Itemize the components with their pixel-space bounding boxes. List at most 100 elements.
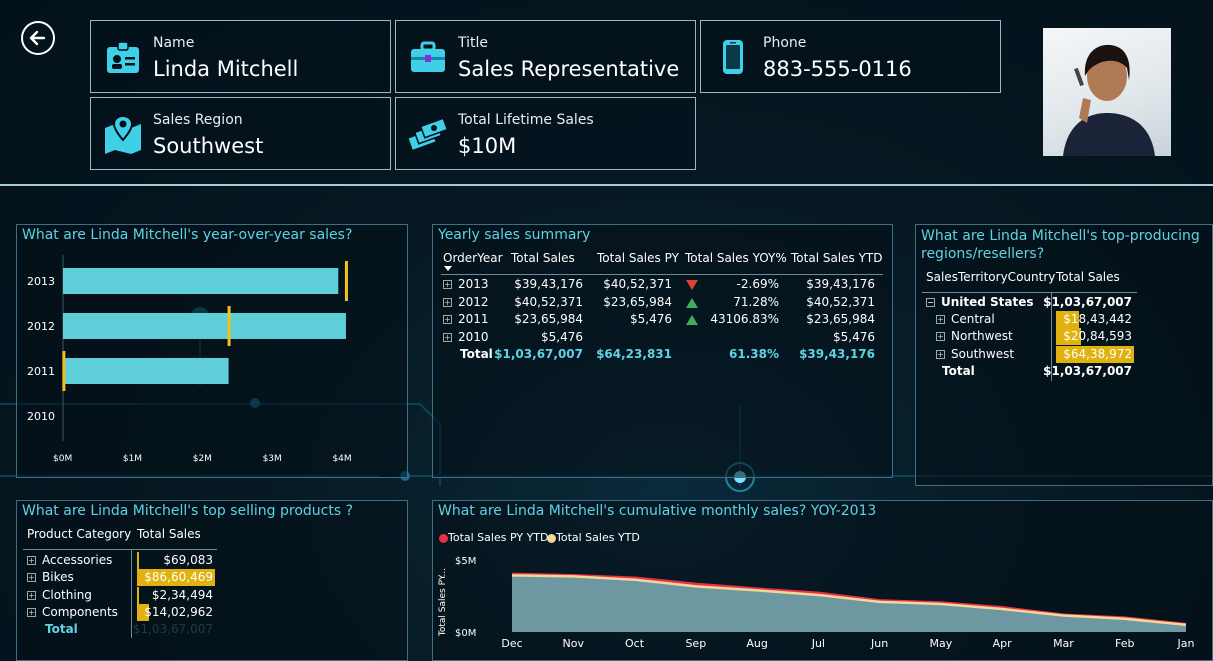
x-tick-label: $1M: [123, 454, 142, 464]
x-tick-label: Mar: [1053, 637, 1074, 650]
product-value: $2,34,494: [151, 587, 213, 602]
cell-yoy: 61.38%: [729, 347, 779, 361]
area-ytd: [512, 575, 1186, 632]
col-total-sales-py[interactable]: Total Sales PY: [597, 251, 679, 265]
regions-title: What are Linda Mitchell's top-producing …: [921, 228, 1200, 262]
title-value: Sales Representative: [458, 57, 680, 81]
cumulative-area-chart: $5M $0M Dec Nov Oct Sep Aug Jul Jun May Apr Mar Feb J…: [455, 556, 1195, 650]
expand-icon[interactable]: +: [443, 297, 452, 307]
product-value: $69,083: [163, 553, 213, 567]
bar[interactable]: [63, 268, 339, 294]
cell-sales: $1,03,67,007: [494, 347, 583, 361]
cell-sales: $5,476: [541, 329, 583, 344]
col-total-sales-ytd[interactable]: Total Sales YTD: [791, 251, 883, 265]
title-card: Title Sales Representative: [395, 20, 696, 93]
bar[interactable]: [63, 313, 346, 339]
back-button[interactable]: [21, 21, 55, 55]
expand-icon[interactable]: +: [27, 573, 36, 583]
x-tick-label: $0M: [53, 454, 72, 464]
trend-down-icon: [686, 280, 698, 290]
cell-py: $40,52,371: [603, 277, 672, 291]
expand-icon[interactable]: +: [443, 315, 452, 324]
legend-py-ytd[interactable]: Total Sales PY YTD: [439, 531, 548, 544]
name-card: Name Linda Mitchell: [90, 20, 391, 93]
name-label: Name: [153, 35, 195, 51]
legend-dot-icon: [439, 533, 448, 543]
expand-icon[interactable]: +: [27, 607, 36, 617]
regions-col-rule: [1051, 293, 1052, 381]
product-value: $14,02,962: [144, 604, 213, 619]
sales-region-card: Sales Region Southwest: [90, 97, 391, 170]
cell-yoy: 71.28%: [733, 294, 779, 309]
lifetime-sales-card: Total Lifetime Sales $10M: [395, 97, 696, 170]
cell-sales: $23,65,984: [514, 312, 583, 326]
lifetime-sales-label: Total Lifetime Sales: [458, 112, 594, 128]
col-product-category[interactable]: Product Category: [27, 527, 132, 541]
yoy-bar-chart: 2013 2012 2011 2010 $0M $1M $2M $3M $4M: [27, 255, 352, 464]
sales-region-label: Sales Region: [153, 112, 243, 128]
cell-sales: $40,52,371: [514, 294, 583, 309]
expand-icon[interactable]: +: [936, 315, 945, 324]
regions-header-rule: [922, 292, 1137, 293]
cell-ytd: $39,43,176: [806, 277, 875, 291]
region-label: − United States: [926, 295, 1034, 309]
x-tick-label: Feb: [1115, 637, 1134, 650]
col-region-total-sales[interactable]: Total Sales: [1056, 270, 1120, 284]
legend-dot-icon: [547, 533, 556, 543]
title-label: Title: [458, 35, 489, 51]
products-col-rule: [131, 550, 132, 638]
y-tick-label: $0M: [455, 628, 476, 639]
cell-py: $64,23,831: [596, 347, 672, 361]
row-year: +2012: [443, 294, 489, 309]
y-tick-label: 2013: [27, 275, 55, 288]
expand-icon[interactable]: +: [936, 332, 945, 342]
data-bar: [137, 569, 215, 587]
data-bar: [137, 603, 150, 621]
col-territory[interactable]: SalesTerritoryCountry: [926, 270, 1056, 284]
sort-down-icon: [444, 266, 452, 271]
cell-py: $5,476: [630, 312, 672, 326]
cell-ytd: $40,52,371: [806, 294, 875, 309]
row-year: +2011: [443, 312, 489, 326]
lifetime-sales-value: $10M: [458, 134, 517, 158]
expand-icon[interactable]: +: [936, 349, 945, 359]
expand-icon[interactable]: +: [443, 332, 452, 342]
yearly-summary-title: Yearly sales summary: [438, 227, 591, 243]
col-total-sales[interactable]: Total Sales: [511, 251, 575, 265]
region-value: $1,03,67,007: [1043, 295, 1132, 309]
cell-ytd: $23,65,984: [806, 312, 875, 326]
cell-yoy: 43106.83%: [710, 312, 779, 326]
sales-region-value: Southwest: [153, 134, 264, 158]
legend-ytd[interactable]: Total Sales YTD: [547, 531, 640, 544]
col-product-total-sales[interactable]: Total Sales: [137, 527, 201, 541]
phone-value: 883-555-0116: [763, 57, 912, 81]
x-tick-label: Oct: [625, 637, 645, 650]
col-orderyear[interactable]: OrderYear: [443, 251, 503, 265]
data-bar: [137, 586, 140, 604]
yoy-sales-title: What are Linda Mitchell's year-over-year…: [22, 227, 353, 243]
cumulative-title: What are Linda Mitchell's cumulative mon…: [438, 503, 877, 519]
expand-icon[interactable]: +: [443, 280, 452, 289]
data-bar: [1056, 345, 1134, 363]
cell-py: $23,65,984: [603, 294, 672, 309]
expand-icon[interactable]: +: [27, 556, 36, 565]
line-ytd[interactable]: [511, 574, 1187, 627]
collapse-icon[interactable]: −: [926, 298, 935, 307]
profile-photo: [1043, 28, 1171, 156]
region-label: + Northwest: [936, 329, 1013, 344]
data-bar: [1056, 328, 1081, 346]
col-total-sales-yoy[interactable]: Total Sales YOY%: [685, 251, 787, 265]
expand-icon[interactable]: +: [27, 590, 36, 600]
y-tick-label: $5M: [455, 556, 476, 567]
phone-card: Phone 883-555-0116: [700, 20, 1001, 93]
phone-label: Phone: [763, 35, 807, 51]
y-tick-label: 2011: [27, 365, 55, 378]
region-label: + Central: [936, 312, 995, 326]
bar[interactable]: [63, 358, 229, 384]
product-value: $86,60,469: [144, 570, 213, 585]
region-value: $1,03,67,007: [1043, 364, 1132, 378]
trend-up-icon: [686, 297, 698, 308]
x-tick-label: $4M: [332, 454, 351, 464]
id-badge-icon: [107, 41, 139, 73]
products-title: What are Linda Mitchell's top selling pr…: [22, 503, 354, 519]
